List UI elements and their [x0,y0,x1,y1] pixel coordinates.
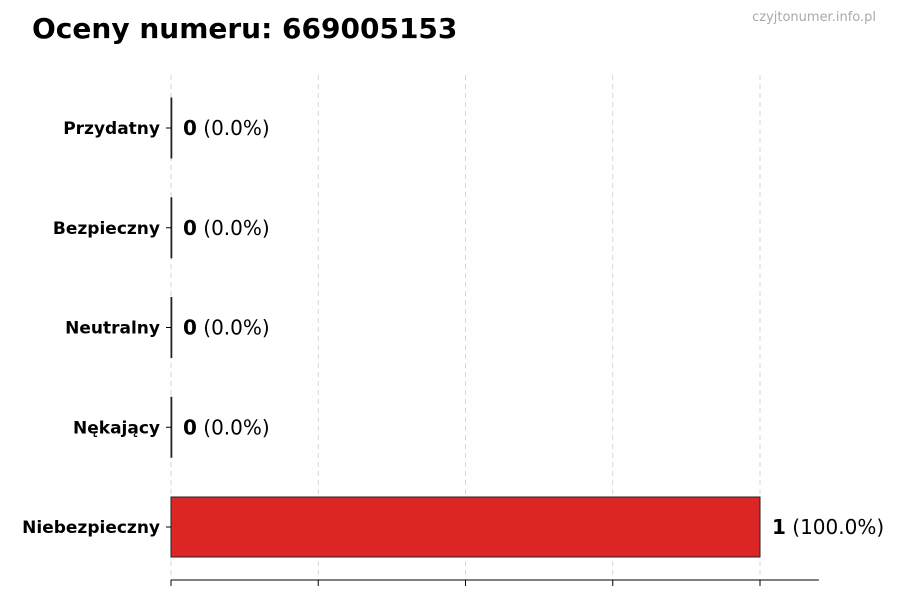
data-label: 0 (0.0%) [183,116,270,140]
data-label-percent: (0.0%) [197,415,270,439]
data-label: 0 (0.0%) [183,415,270,439]
data-label-count: 0 [183,216,197,240]
y-tick-label: Przydatny [63,119,160,139]
bar [170,197,173,259]
bar [170,396,173,458]
y-tick-label: Nękający [73,418,160,438]
data-label-count: 0 [183,116,197,140]
bar [170,97,173,159]
y-tick-label: Neutralny [65,319,160,339]
chart-title: Oceny numeru: 669005153 [32,12,458,45]
data-label-percent: (0.0%) [197,216,270,240]
bar [170,496,761,558]
data-label: 0 (0.0%) [183,316,270,340]
watermark: czyjtonumer.info.pl [752,10,876,25]
bar [170,297,173,358]
y-tick-label: Niebezpieczny [22,518,160,538]
data-label-percent: (0.0%) [197,316,270,340]
data-label: 1 (100.0%) [772,515,884,539]
data-label-percent: (0.0%) [197,116,270,140]
data-label-count: 0 [183,316,197,340]
data-label: 0 (0.0%) [183,216,270,240]
data-label-percent: (100.0%) [786,515,884,539]
data-label-count: 0 [183,415,197,439]
y-tick-label: Bezpieczny [53,219,160,239]
data-label-count: 1 [772,515,786,539]
